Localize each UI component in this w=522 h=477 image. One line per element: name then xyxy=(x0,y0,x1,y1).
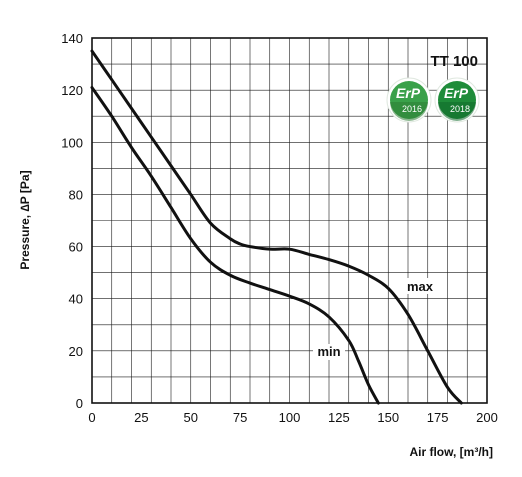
y-tick-label: 40 xyxy=(69,292,83,307)
x-tick-label: 200 xyxy=(476,410,498,425)
x-tick-label: 150 xyxy=(377,410,399,425)
grid xyxy=(92,38,487,403)
y-axis-label: Pressure, ∆P [Pa] xyxy=(18,170,32,269)
y-tick-label: 20 xyxy=(69,344,83,359)
y-tick-label: 100 xyxy=(61,135,83,150)
erp-2016-badge: ErP 2016 xyxy=(386,77,432,123)
x-tick-label: 75 xyxy=(233,410,247,425)
erp-2018-badge: ErP 2018 xyxy=(434,77,480,123)
x-tick-labels: 0 25 50 75 100 125 150 175 200 xyxy=(88,410,497,425)
erp-2016-badge-name: ErP xyxy=(396,85,421,101)
x-tick-label: 100 xyxy=(279,410,301,425)
max-label-bg xyxy=(402,278,438,294)
erp-2016-badge-year: 2016 xyxy=(402,104,422,114)
y-tick-label: 60 xyxy=(69,240,83,255)
erp-2018-badge-year: 2018 xyxy=(450,104,470,114)
x-tick-label: 175 xyxy=(427,410,449,425)
series-line-max xyxy=(90,49,463,405)
x-tick-label: 125 xyxy=(328,410,350,425)
y-tick-labels: 0 20 40 60 80 100 120 140 xyxy=(61,31,83,411)
min-label-bg xyxy=(313,344,345,360)
x-axis-label: Air flow, [m³/h] xyxy=(409,445,493,459)
erp-2018-badge-name: ErP xyxy=(444,85,469,101)
x-tick-label: 0 xyxy=(88,410,95,425)
chart-title: TT 100 xyxy=(430,53,478,70)
x-tick-label: 25 xyxy=(134,410,148,425)
series-label-min: min xyxy=(317,344,340,359)
plot-frame xyxy=(91,37,488,404)
curves xyxy=(90,49,463,405)
series-line-min xyxy=(90,86,380,405)
y-tick-label: 0 xyxy=(76,396,83,411)
series-label-max: max xyxy=(407,279,434,294)
y-tick-label: 140 xyxy=(61,31,83,46)
x-tick-label: 50 xyxy=(184,410,198,425)
y-tick-label: 80 xyxy=(69,187,83,202)
y-tick-label: 120 xyxy=(61,83,83,98)
